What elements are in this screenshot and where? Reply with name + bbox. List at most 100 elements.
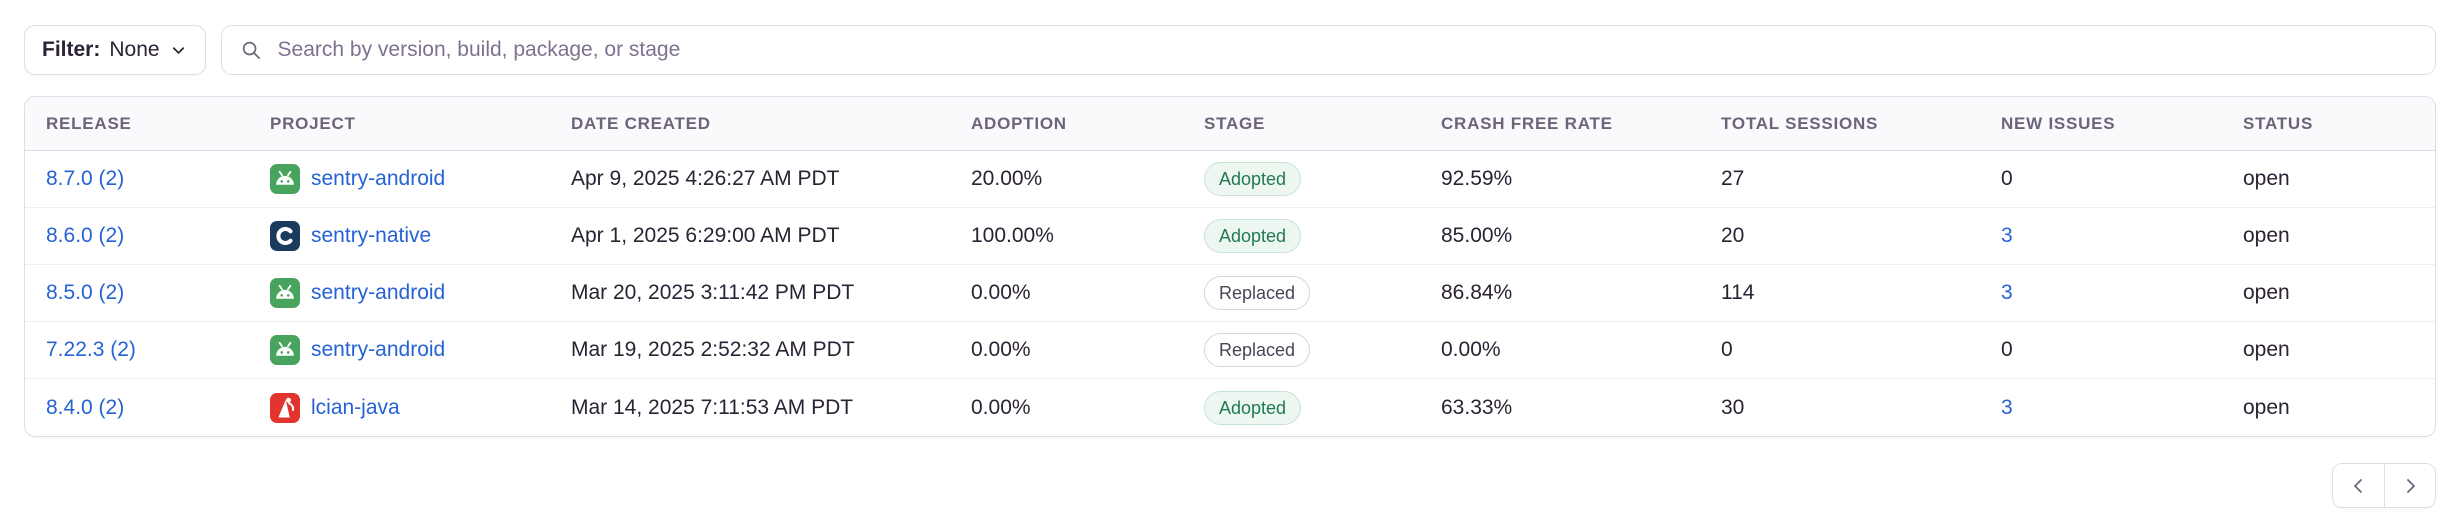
table-body: 8.7.0 (2) sentry-android Apr 9, 2025 4:2…: [25, 151, 2435, 436]
android-icon: [270, 335, 300, 365]
search-icon: [242, 41, 260, 59]
release-cell: 8.7.0 (2): [46, 167, 270, 191]
date-created-value: Mar 19, 2025 2:52:32 AM PDT: [571, 338, 855, 361]
release-cell: 8.5.0 (2): [46, 281, 270, 305]
crash-free-rate-value: 85.00%: [1441, 224, 1513, 247]
chevron-left-icon: [2353, 478, 2362, 493]
filter-selected-value: None: [109, 38, 160, 61]
table-row: 8.7.0 (2) sentry-android Apr 9, 2025 4:2…: [25, 151, 2435, 208]
table-row: 8.6.0 (2) sentry-native Apr 1, 2025 6:29…: [25, 208, 2435, 265]
project-link[interactable]: sentry-android: [311, 338, 446, 361]
new-issues-value: 0: [2001, 338, 2013, 361]
date-created-value: Mar 20, 2025 3:11:42 PM PDT: [571, 281, 855, 304]
date-created-value: Mar 14, 2025 7:11:53 AM PDT: [571, 395, 854, 419]
project-cell: sentry-native: [270, 221, 571, 251]
column-header-crash-free-rate: Crash Free Rate: [1441, 113, 1613, 133]
adoption-value: 0.00%: [971, 395, 1031, 419]
table-header-row: Release Project Date Created Adoption Stage C…: [25, 97, 2435, 151]
java-icon: [270, 392, 300, 423]
pagination-button-group: [2332, 463, 2436, 508]
android-icon: [270, 164, 300, 194]
table-row: 7.22.3 (2) sentry-android Mar 19, 2025 2…: [25, 322, 2435, 379]
adoption-value: 20.00%: [971, 167, 1043, 190]
date-created-value: Apr 9, 2025 4:26:27 AM PDT: [571, 167, 840, 190]
status-value: open: [2243, 395, 2290, 419]
chevron-right-icon: [2407, 478, 2415, 493]
chevron-down-icon: [172, 46, 184, 54]
column-header-adoption: Adoption: [971, 113, 1067, 133]
column-header-date-created: Date Created: [571, 113, 711, 133]
column-header-stage: Stage: [1204, 113, 1266, 133]
column-header-release: Release: [46, 113, 132, 133]
column-header-new-issues: New Issues: [2001, 113, 2116, 133]
adoption-value: 0.00%: [971, 338, 1031, 361]
stage-badge: Adopted: [1204, 219, 1302, 253]
search-bar[interactable]: [220, 25, 2436, 75]
total-sessions-value: 0: [1721, 338, 1733, 361]
status-value: open: [2243, 167, 2290, 190]
adoption-value: 100.00%: [971, 224, 1054, 247]
crash-free-rate-value: 92.59%: [1441, 167, 1513, 190]
status-value: open: [2243, 224, 2290, 247]
new-issues-cell: 3: [2001, 396, 2243, 420]
stage-cell: Adopted: [1204, 162, 1441, 196]
project-cell: sentry-android: [270, 164, 571, 194]
release-version-link[interactable]: 8.7.0 (2): [46, 167, 125, 191]
pagination: [24, 463, 2436, 508]
previous-page-button[interactable]: [2333, 464, 2384, 507]
stage-badge: Adopted: [1204, 162, 1302, 196]
c-icon: [270, 221, 300, 251]
crash-free-rate-value: 0.00%: [1441, 338, 1501, 361]
total-sessions-value: 20: [1721, 224, 1745, 247]
status-value: open: [2243, 338, 2290, 361]
stage-cell: Adopted: [1204, 390, 1441, 425]
new-issues-link[interactable]: 3: [2001, 224, 2013, 247]
status-value: open: [2243, 281, 2290, 304]
releases-page: Filter: None Release Project Date Created A…: [24, 25, 2436, 508]
crash-free-rate-value: 86.84%: [1441, 281, 1513, 304]
crash-free-rate-value: 63.33%: [1441, 395, 1513, 419]
release-cell: 7.22.3 (2): [46, 338, 270, 362]
project-cell: sentry-android: [270, 278, 571, 308]
new-issues-link[interactable]: 3: [2001, 281, 2013, 304]
release-version-link[interactable]: 8.5.0 (2): [46, 281, 125, 305]
release-version-link[interactable]: 8.4.0 (2): [46, 395, 125, 420]
project-cell: sentry-android: [270, 335, 571, 365]
column-header-project: Project: [270, 113, 356, 133]
date-created-value: Apr 1, 2025 6:29:00 AM PDT: [571, 224, 840, 247]
stage-badge: Replaced: [1204, 276, 1311, 310]
stage-badge: Replaced: [1204, 333, 1311, 367]
android-icon: [270, 278, 300, 308]
stage-cell: Adopted: [1204, 219, 1441, 253]
release-cell: 8.6.0 (2): [46, 224, 270, 248]
new-issues-cell: 0: [2001, 338, 2243, 362]
stage-cell: Replaced: [1204, 333, 1441, 367]
release-version-link[interactable]: 7.22.3 (2): [46, 338, 136, 362]
new-issues-cell: 3: [2001, 224, 2243, 248]
next-page-button[interactable]: [2384, 464, 2435, 507]
project-link[interactable]: lcian-java: [311, 395, 400, 419]
release-cell: 8.4.0 (2): [46, 395, 270, 420]
column-header-total-sessions: Total Sessions: [1721, 113, 1879, 133]
total-sessions-value: 30: [1721, 395, 1745, 419]
filter-label: Filter:: [42, 38, 101, 61]
stage-cell: Replaced: [1204, 276, 1441, 310]
filter-dropdown-button[interactable]: Filter: None: [24, 25, 206, 75]
stage-badge: Adopted: [1204, 390, 1302, 425]
new-issues-cell: 0: [2001, 167, 2243, 191]
project-link[interactable]: sentry-android: [311, 281, 446, 304]
project-cell: lcian-java: [270, 392, 571, 423]
new-issues-link[interactable]: 3: [2001, 395, 2013, 419]
table-row: 8.5.0 (2) sentry-android Mar 20, 2025 3:…: [25, 265, 2435, 322]
release-version-link[interactable]: 8.6.0 (2): [46, 224, 125, 248]
project-link[interactable]: sentry-native: [311, 224, 432, 247]
toolbar: Filter: None: [24, 25, 2436, 75]
total-sessions-value: 27: [1721, 167, 1745, 190]
total-sessions-value: 114: [1721, 281, 1755, 304]
project-link[interactable]: sentry-android: [311, 167, 446, 190]
releases-table: Release Project Date Created Adoption Stage C…: [24, 96, 2436, 437]
new-issues-value: 0: [2001, 167, 2013, 190]
new-issues-cell: 3: [2001, 281, 2243, 305]
adoption-value: 0.00%: [971, 281, 1031, 304]
search-input[interactable]: [275, 37, 2417, 63]
